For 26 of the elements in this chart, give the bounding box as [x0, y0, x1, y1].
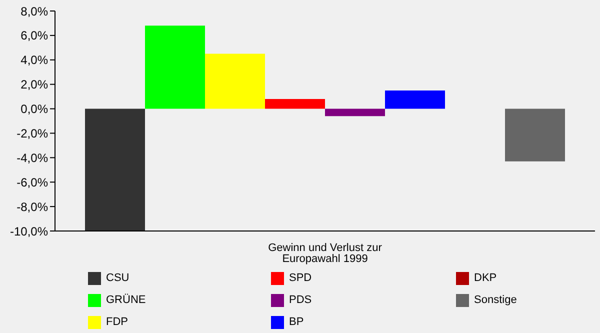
legend-label: DKP	[474, 272, 497, 284]
bar	[265, 99, 325, 109]
y-tick-label: -10,0%	[10, 224, 48, 238]
y-tick-label: 4,0%	[20, 53, 48, 68]
x-tick-label: Gewinn und Verlust zur Europawahl 1999	[268, 242, 382, 265]
legend-label: SPD	[289, 272, 312, 284]
y-tick-label: 6,0%	[20, 28, 48, 43]
y-tick-label: -8,0%	[16, 200, 48, 214]
y-tick-label: 8,0%	[20, 4, 48, 18]
bar	[85, 108, 145, 231]
bar	[385, 90, 445, 109]
legend-label: BP	[289, 316, 304, 328]
bar	[325, 108, 385, 116]
legend-label: GRÜNE	[106, 294, 146, 306]
y-tick-label: -2,0%	[16, 126, 48, 140]
y-tick-label: -4,0%	[16, 150, 48, 165]
y-tick-label: 0,0%	[20, 102, 48, 116]
legend-label: FDP	[106, 316, 128, 328]
legend-label: CSU	[106, 272, 130, 284]
bar	[505, 108, 565, 162]
legend-label: Sonstige	[474, 294, 517, 306]
y-tick-label: 2,0%	[20, 78, 48, 92]
bar	[205, 54, 265, 109]
bar	[145, 26, 205, 109]
legend-label: PDS	[289, 294, 312, 306]
y-tick-label: -6,0%	[16, 175, 48, 190]
